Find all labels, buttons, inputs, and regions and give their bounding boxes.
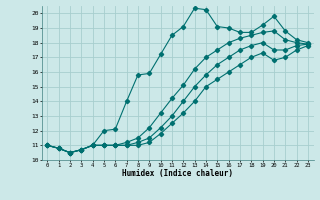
X-axis label: Humidex (Indice chaleur): Humidex (Indice chaleur)	[122, 169, 233, 178]
